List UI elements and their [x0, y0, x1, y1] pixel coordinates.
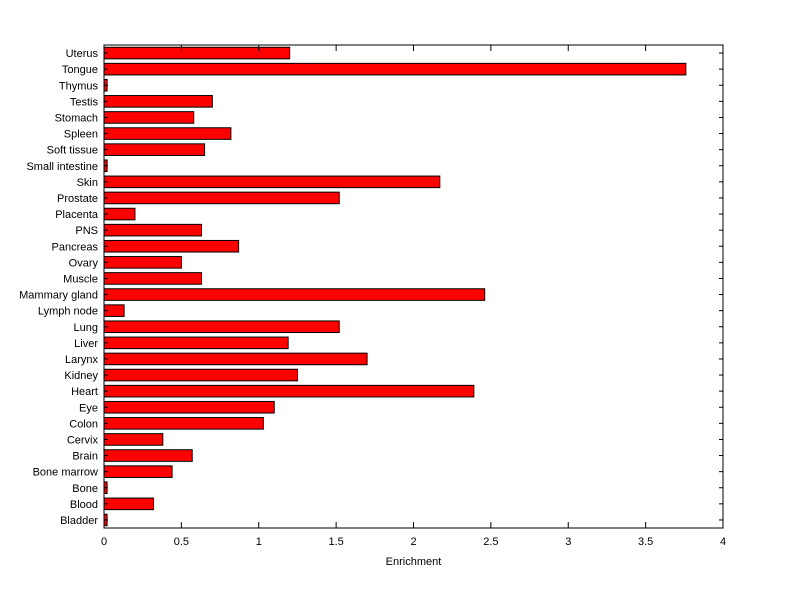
category-label-lung: Lung	[74, 322, 98, 334]
x-tick-label: 0.5	[174, 536, 189, 548]
bar-tongue	[103, 62, 687, 76]
category-label-soft-tissue: Soft tissue	[47, 145, 98, 157]
category-label-cervix: Cervix	[67, 434, 99, 446]
bar-colon	[103, 417, 264, 430]
bar-liver	[103, 336, 289, 350]
bar-larynx	[103, 352, 368, 366]
bar-pns	[103, 223, 202, 237]
bar-blood	[103, 497, 155, 511]
category-label-placenta: Placenta	[55, 209, 99, 221]
category-label-mammary-gland: Mammary gland	[19, 290, 98, 302]
bar-spleen	[103, 127, 232, 140]
x-tick-label: 0	[101, 536, 107, 548]
bar-lung	[103, 320, 340, 334]
x-tick-label: 4	[720, 536, 726, 548]
bar-brain	[103, 449, 193, 462]
category-label-testis: Testis	[70, 96, 99, 108]
category-label-prostate: Prostate	[57, 193, 98, 205]
bar-placenta	[103, 207, 136, 221]
bar-kidney	[103, 368, 298, 382]
axis-box	[103, 44, 724, 529]
category-label-colon: Colon	[69, 418, 98, 430]
x-axis-label: Enrichment	[386, 556, 442, 568]
bar-bone-marrow	[103, 465, 173, 478]
category-label-bone: Bone	[72, 483, 98, 495]
category-label-muscle: Muscle	[63, 273, 98, 285]
category-label-small-intestine: Small intestine	[26, 161, 98, 173]
x-tick-label: 1	[256, 536, 262, 548]
x-tick-label: 3	[565, 536, 571, 548]
category-label-thymus: Thymus	[59, 80, 99, 92]
x-tick-label: 2	[410, 536, 416, 548]
bar-uterus	[103, 46, 291, 60]
bar-muscle	[103, 272, 202, 285]
category-label-eye: Eye	[79, 402, 98, 414]
category-label-tongue: Tongue	[62, 64, 98, 76]
bar-eye	[103, 400, 275, 414]
x-tick-label: 1.5	[328, 536, 343, 548]
category-label-uterus: Uterus	[66, 48, 99, 60]
bar-testis	[103, 95, 213, 108]
category-label-spleen: Spleen	[64, 129, 98, 141]
bar-cervix	[103, 433, 164, 446]
category-label-bladder: Bladder	[60, 515, 98, 527]
x-tick-label: 2.5	[483, 536, 498, 548]
category-label-heart: Heart	[71, 386, 98, 398]
category-label-skin: Skin	[77, 177, 98, 189]
bar-pancreas	[103, 239, 240, 253]
bar-prostate	[103, 191, 340, 205]
category-label-ovary: Ovary	[69, 257, 99, 269]
category-label-brain: Brain	[72, 451, 98, 463]
category-label-stomach: Stomach	[55, 112, 98, 124]
category-label-larynx: Larynx	[65, 354, 99, 366]
bar-mammary-gland	[103, 288, 486, 301]
bar-heart	[103, 384, 475, 398]
category-label-pns: PNS	[75, 225, 98, 237]
category-label-liver: Liver	[74, 338, 98, 350]
category-label-blood: Blood	[70, 499, 98, 511]
bar-stomach	[103, 111, 195, 124]
category-label-kidney: Kidney	[64, 370, 98, 382]
category-label-bone-marrow: Bone marrow	[33, 467, 98, 479]
bar-soft-tissue	[103, 143, 206, 156]
bar-ovary	[103, 256, 182, 269]
category-label-lymph-node: Lymph node	[38, 306, 98, 318]
bar-skin	[103, 175, 441, 189]
x-tick-label: 3.5	[638, 536, 653, 548]
category-label-pancreas: Pancreas	[52, 241, 99, 253]
